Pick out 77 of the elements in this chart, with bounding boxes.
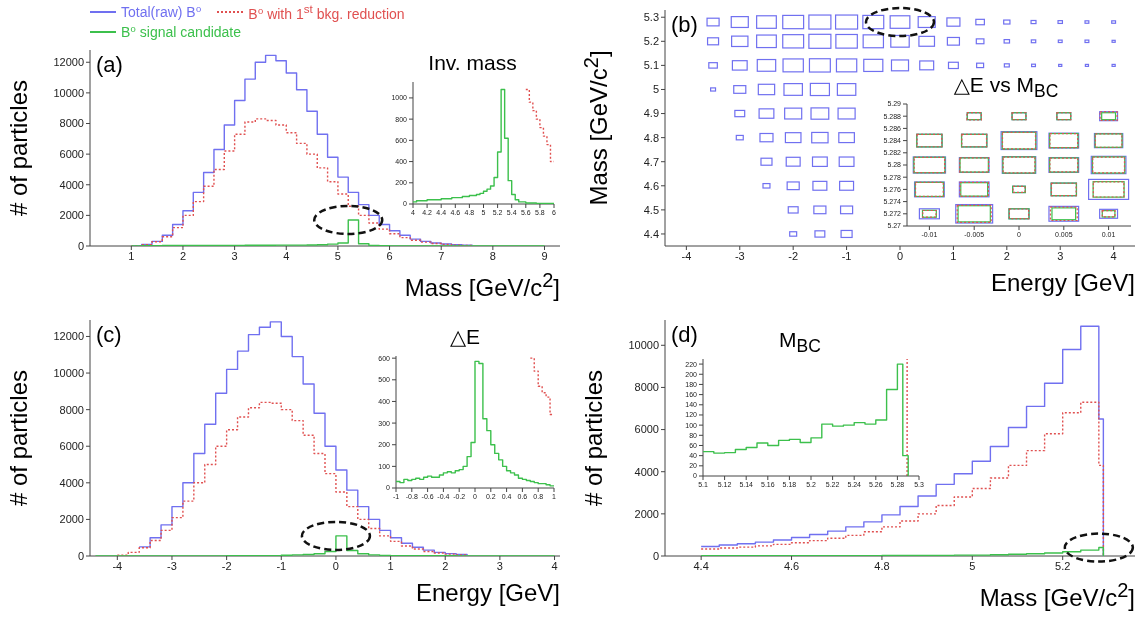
chart-title: Inv. mass	[427, 50, 518, 76]
y-tick-label: 4.7	[643, 155, 659, 168]
x-tick-label: 8	[489, 249, 496, 262]
y-axis-title: # of particles	[580, 368, 608, 509]
x-tick-label: 5	[334, 249, 341, 262]
x-tick-label: -4	[681, 249, 692, 262]
x-tick-label: 2	[1003, 249, 1010, 262]
legend-label: Total(raw) B⁰	[121, 3, 202, 20]
x-axis-title: Mass [GeV/c$^{2}$]	[979, 579, 1135, 612]
x-tick-label: 7	[438, 249, 445, 262]
x-tick-label: -3	[167, 559, 177, 572]
x-tick-label: 3	[496, 559, 503, 572]
x-tick-label: -3	[734, 249, 745, 262]
y-tick-label: 4.8	[643, 131, 659, 144]
y-tick-label: 4000	[59, 476, 84, 489]
y-tick-label: 0	[77, 239, 84, 252]
chart-title: △E	[448, 324, 482, 350]
x-tick-label: 1	[387, 559, 394, 572]
y-tick-label: 6000	[634, 423, 659, 436]
annotation: (c)	[96, 322, 122, 348]
y-tick-label: 10000	[53, 86, 84, 99]
chart-title: △E vs M$_{BC}$	[953, 73, 1059, 102]
y-axis-title: # of particles	[5, 78, 33, 219]
x-tick-label: 1	[950, 249, 957, 262]
y-tick-label: 4.5	[643, 203, 659, 216]
y-tick-label: 12000	[53, 56, 84, 69]
y-tick-label: 4.9	[643, 107, 659, 120]
y-tick-label: 5.3	[643, 11, 659, 24]
y-tick-label: 5	[652, 83, 659, 96]
x-tick-label: -4	[112, 559, 123, 572]
x-tick-label: 1	[128, 249, 135, 262]
y-tick-label: 2000	[59, 209, 84, 222]
legend-label: B⁰ signal candidate	[121, 23, 242, 40]
x-tick-label: 4	[1110, 249, 1117, 262]
x-axis-title: Energy [GeV]	[990, 269, 1135, 297]
y-tick-label: 10000	[628, 339, 659, 352]
y-tick-label: 8000	[59, 403, 84, 416]
x-tick-label: 2	[179, 249, 187, 262]
x-tick-label: 9	[541, 249, 548, 262]
x-tick-label: 2	[442, 559, 449, 572]
y-tick-label: 0	[77, 549, 84, 562]
y-axis-title: # of particles	[5, 368, 33, 509]
y-tick-label: 4000	[634, 465, 659, 478]
x-tick-label: 3	[231, 249, 238, 262]
y-tick-label: 6000	[59, 440, 84, 453]
x-tick-label: 5.2	[1055, 559, 1071, 572]
y-tick-label: 6000	[59, 148, 84, 161]
y-tick-label: 8000	[59, 117, 84, 130]
x-tick-label: 3	[1057, 249, 1064, 262]
x-tick-label: 0	[332, 559, 339, 572]
x-tick-label: 6	[386, 249, 393, 262]
x-axis-title: Mass [GeV/c$^{2}$]	[404, 269, 560, 302]
x-tick-label: 5	[969, 559, 976, 572]
y-tick-label: 2000	[634, 507, 659, 520]
y-tick-label: 8000	[634, 381, 659, 394]
y-tick-label: 5.1	[643, 59, 659, 72]
y-tick-label: 4000	[59, 178, 84, 191]
y-tick-label: 10000	[53, 366, 84, 379]
x-tick-label: 4.8	[874, 559, 890, 572]
y-tick-label: 4.6	[643, 179, 659, 192]
x-tick-label: 4.6	[783, 559, 800, 572]
x-tick-label: -1	[276, 559, 287, 572]
x-tick-label: 4	[283, 249, 290, 262]
legend-label: B⁰ with 1$^{st}$ bkg. reduction	[248, 2, 405, 22]
y-tick-label: 0	[652, 549, 659, 562]
x-tick-label: -1	[841, 249, 852, 262]
x-axis-title: Energy [GeV]	[415, 579, 560, 607]
annotation: (d)	[671, 322, 698, 348]
y-tick-label: 5.2	[643, 35, 659, 48]
y-tick-label: 2000	[59, 513, 84, 526]
annotation: (a)	[96, 52, 123, 78]
y-tick-label: 12000	[53, 330, 84, 343]
x-tick-label: -2	[221, 559, 232, 572]
x-tick-label: -2	[788, 249, 799, 262]
x-tick-label: 4	[551, 559, 558, 572]
chart-title: M$_{BC}$	[779, 328, 821, 357]
annotation: (b)	[671, 12, 698, 38]
